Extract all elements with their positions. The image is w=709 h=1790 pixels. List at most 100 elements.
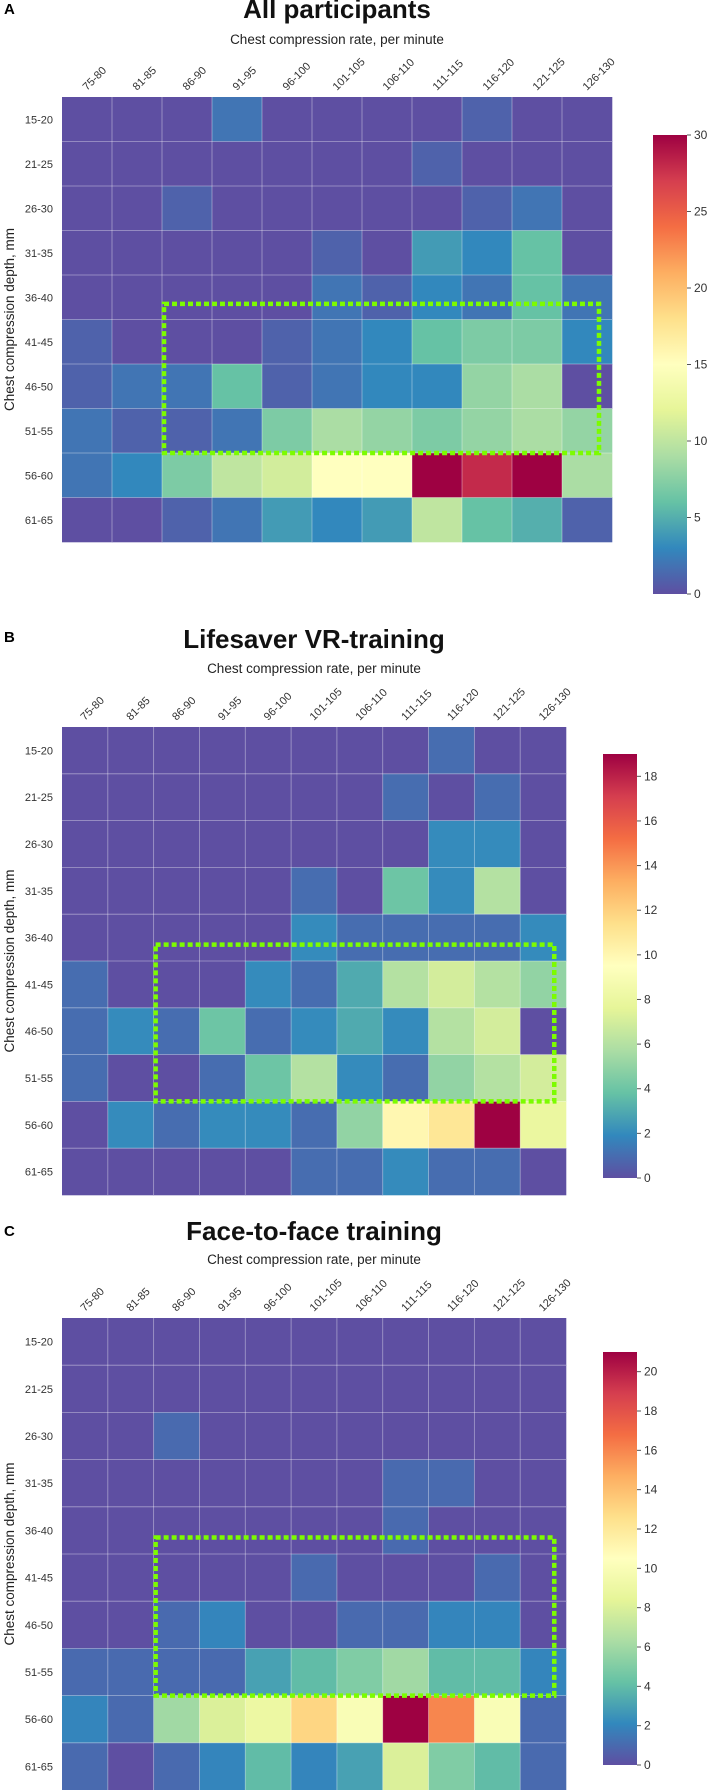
heatmap-cell xyxy=(562,97,613,142)
heatmap-cell xyxy=(262,141,313,187)
x-tick-label: 101-105 xyxy=(308,1277,345,1314)
heatmap-cell xyxy=(428,1648,475,1696)
heatmap-cell xyxy=(428,867,475,915)
heatmap-cell xyxy=(245,820,292,868)
heatmap-cell xyxy=(245,1742,292,1790)
y-tick-label: 61-65 xyxy=(25,1167,53,1179)
heatmap-cell xyxy=(474,1318,521,1366)
colorbar-tick-label: 10 xyxy=(644,1561,658,1575)
heatmap-cell xyxy=(474,820,521,868)
heatmap-cell xyxy=(312,275,363,320)
heatmap-cell xyxy=(199,1318,246,1366)
colorbar-tick-label: 0 xyxy=(694,587,701,601)
heatmap-cell xyxy=(428,1506,475,1555)
colorbar-tick-label: 16 xyxy=(644,814,658,828)
colorbar-tick-label: 6 xyxy=(644,1037,651,1051)
heatmap-cell xyxy=(428,773,475,821)
heatmap-cell xyxy=(428,1412,475,1460)
y-tick-label: 26-30 xyxy=(25,203,53,215)
heatmap-cell xyxy=(462,186,513,231)
x-tick-label: 126-130 xyxy=(581,56,618,93)
heatmap-cell xyxy=(520,1648,567,1696)
target-zone-highlight xyxy=(161,301,602,456)
heatmap-cell xyxy=(428,1695,475,1744)
heatmap-cell xyxy=(107,1148,154,1196)
heatmap-cell xyxy=(153,1601,200,1649)
x-tick-label: 111-115 xyxy=(399,1279,434,1314)
heatmap-cell xyxy=(312,141,363,187)
heatmap-cell xyxy=(428,1365,475,1413)
heatmap-cell xyxy=(153,961,200,1009)
heatmap-cell xyxy=(262,230,313,276)
heatmap-cell xyxy=(362,186,413,231)
y-axis-label: Chest compression depth, mm xyxy=(2,228,17,411)
x-tick-label: 126-130 xyxy=(537,1277,574,1314)
heatmap-cell xyxy=(199,1506,246,1555)
heatmap-cell xyxy=(62,453,113,498)
heatmap-cell xyxy=(562,141,613,187)
colorbar-tick-label: 12 xyxy=(644,903,658,917)
heatmap-cell xyxy=(291,1648,338,1696)
x-axis-label: Chest compression rate, per minute xyxy=(207,661,421,676)
heatmap-cell xyxy=(520,1459,567,1508)
heatmap-cell xyxy=(107,914,154,962)
x-tick-label: 121-125 xyxy=(491,1277,528,1314)
colorbar-tick-label: 20 xyxy=(644,1365,658,1379)
heatmap-cell xyxy=(382,773,429,821)
heatmap-cell xyxy=(336,1101,384,1149)
heatmap-cell xyxy=(245,727,292,775)
heatmap-cell xyxy=(107,1742,154,1790)
heatmap-cell xyxy=(512,275,563,320)
heatmap-cell xyxy=(291,1007,338,1055)
colorbar xyxy=(603,1352,637,1765)
heatmap-cell xyxy=(474,1459,521,1508)
y-tick-label: 61-65 xyxy=(25,1761,53,1773)
heatmap-cell xyxy=(474,1148,521,1196)
heatmap-cell xyxy=(262,275,313,320)
heatmap-cell xyxy=(462,453,513,498)
y-tick-label: 31-35 xyxy=(25,1478,53,1490)
heatmap-cell xyxy=(312,230,363,276)
heatmap-cell xyxy=(153,1506,200,1555)
heatmap-cell xyxy=(474,1101,521,1149)
heatmap-cell xyxy=(199,1007,246,1055)
x-tick-label: 121-125 xyxy=(491,686,528,723)
heatmap-cell xyxy=(162,364,213,409)
heatmap-cell xyxy=(62,773,109,821)
heatmap-cell xyxy=(336,1648,384,1696)
heatmap-cell xyxy=(562,453,613,498)
heatmap-cell xyxy=(362,364,413,409)
x-tick-label: 91-95 xyxy=(231,65,259,93)
heatmap-cell xyxy=(112,97,163,142)
heatmap-cell xyxy=(107,1054,154,1102)
y-tick-label: 41-45 xyxy=(25,1573,53,1585)
heatmap-cell xyxy=(212,319,263,365)
heatmap-cell xyxy=(199,914,246,962)
heatmap-cell xyxy=(245,867,292,915)
heatmap-cell xyxy=(291,1506,338,1555)
heatmap-cell xyxy=(520,914,567,962)
heatmap-cell xyxy=(245,1101,292,1149)
heatmap-cell xyxy=(199,773,246,821)
heatmap-cell xyxy=(382,1054,429,1102)
heatmap-cell xyxy=(520,1007,567,1055)
y-tick-label: 46-50 xyxy=(25,381,53,393)
heatmap-cell xyxy=(428,727,475,775)
heatmap-cell xyxy=(362,319,413,365)
heatmap-cell xyxy=(199,961,246,1009)
heatmap-cell xyxy=(291,1365,338,1413)
y-tick-label: 26-30 xyxy=(25,1431,53,1443)
heatmap-cell xyxy=(520,1742,567,1790)
colorbar-tick-label: 2 xyxy=(644,1126,651,1140)
heatmap-cell xyxy=(474,1695,521,1744)
heatmap-cell xyxy=(520,1318,567,1366)
y-tick-label: 51-55 xyxy=(25,1667,53,1679)
y-tick-label: 51-55 xyxy=(25,1073,53,1085)
heatmap-cell xyxy=(162,141,213,187)
colorbar-tick-label: 14 xyxy=(644,859,658,873)
heatmap-cell xyxy=(245,1506,292,1555)
heatmap-cell xyxy=(382,1365,429,1413)
y-tick-label: 36-40 xyxy=(25,1525,53,1537)
heatmap-cell xyxy=(428,1101,475,1149)
heatmap-cell xyxy=(62,141,113,187)
